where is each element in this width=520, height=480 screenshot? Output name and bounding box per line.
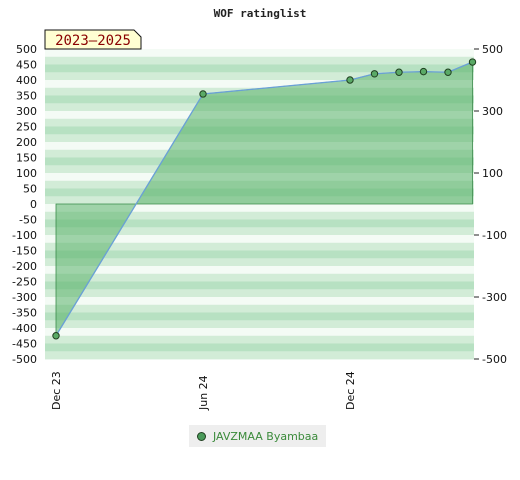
background-stripe xyxy=(45,235,474,244)
right-y-axis: 500 300 100 -100 -300 -500 xyxy=(474,43,507,366)
left-tick-label: 0 xyxy=(30,198,37,211)
data-point xyxy=(468,58,477,66)
left-tick-label: 350 xyxy=(16,90,37,103)
background-stripe xyxy=(45,258,474,267)
left-tick-label: 400 xyxy=(16,74,37,87)
background-stripe xyxy=(45,56,474,65)
right-tick-label: -300 xyxy=(482,291,507,304)
background-stripe xyxy=(45,351,474,360)
data-points xyxy=(52,58,477,340)
period-label-box xyxy=(44,29,142,50)
data-point xyxy=(395,68,403,76)
x-axis: Dec 23 Jun 24 Dec 24 xyxy=(50,371,357,411)
background-stripe xyxy=(45,312,474,321)
right-tick-label: -500 xyxy=(482,353,507,366)
background-stripe xyxy=(45,72,474,81)
left-tick-label: 450 xyxy=(16,59,37,72)
left-tick-label: 300 xyxy=(16,105,37,118)
left-tick-label: -250 xyxy=(12,276,37,289)
data-point xyxy=(444,68,452,76)
left-tick-label: -450 xyxy=(12,338,37,351)
background-stripe xyxy=(45,289,474,298)
background-stripe xyxy=(45,219,474,228)
right-tick-label: 500 xyxy=(482,43,503,56)
background-stripe xyxy=(45,266,474,275)
left-tick-label: 50 xyxy=(23,183,37,196)
legend-marker xyxy=(197,431,206,441)
left-tick-label: 150 xyxy=(16,152,37,165)
left-tick-label: 200 xyxy=(16,136,37,149)
left-tick-label: 100 xyxy=(16,167,37,180)
left-tick-label: -50 xyxy=(19,214,37,227)
left-tick-label: -150 xyxy=(12,245,37,258)
background-stripe xyxy=(45,242,474,251)
right-tick-label: 100 xyxy=(482,167,503,180)
background-stripe xyxy=(45,64,474,73)
background-stripe xyxy=(45,304,474,313)
rating-line xyxy=(55,61,473,337)
left-tick-label: 500 xyxy=(16,43,37,56)
x-tick-label: Dec 23 xyxy=(50,371,63,410)
period-label: 2023–2025 xyxy=(44,29,142,50)
left-tick-label: -100 xyxy=(12,229,37,242)
x-tick-label: Jun 24 xyxy=(197,375,210,411)
background-stripe xyxy=(45,281,474,290)
background-stripe xyxy=(45,343,474,352)
background-stripe xyxy=(45,80,474,89)
left-tick-label: -500 xyxy=(12,353,37,366)
data-point xyxy=(419,67,428,76)
legend-series-name: JAVZMAA Byambaa xyxy=(213,429,319,443)
left-tick-label: -200 xyxy=(12,260,37,273)
background-stripe xyxy=(45,335,474,344)
background-stripe xyxy=(45,250,474,259)
data-point xyxy=(370,70,379,78)
left-tick-label: 250 xyxy=(16,121,37,134)
period-label-text: 2023–2025 xyxy=(55,33,131,49)
right-tick-label: 300 xyxy=(482,105,503,118)
x-tick-label: Dec 24 xyxy=(344,371,357,410)
series-line xyxy=(55,61,473,337)
left-tick-label: -300 xyxy=(12,291,37,304)
background-stripe xyxy=(45,328,474,337)
background-stripe xyxy=(45,204,474,213)
background-stripe xyxy=(45,273,474,282)
background-stripe xyxy=(45,297,474,306)
chart-title: WOF ratinglist xyxy=(214,7,307,20)
chart-legend: JAVZMAA Byambaa xyxy=(189,425,327,447)
data-point xyxy=(346,76,354,84)
right-tick-label: -100 xyxy=(482,229,507,242)
background-stripe xyxy=(45,49,474,58)
background-stripe xyxy=(45,320,474,329)
data-point xyxy=(199,90,207,98)
left-tick-label: -350 xyxy=(12,307,37,320)
background-stripe xyxy=(45,211,474,220)
left-y-axis: 500450400350300250200150100500-50-100-15… xyxy=(12,43,37,366)
left-tick-label: -400 xyxy=(12,322,37,335)
background-stripe xyxy=(45,227,474,236)
data-point xyxy=(52,332,60,340)
